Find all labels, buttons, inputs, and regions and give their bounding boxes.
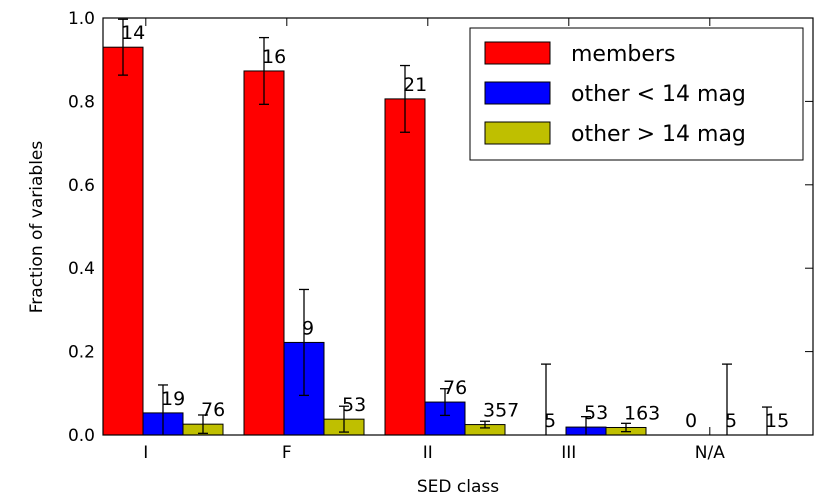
error-bar [400,64,410,133]
value-label: 9 [302,317,314,339]
value-label: 16 [262,46,286,68]
x-tick-label: F [282,443,292,463]
y-tick-label: 0.2 [68,343,95,363]
value-label: 53 [584,402,608,424]
error-bar [541,363,551,435]
error-bar [762,406,772,435]
value-label: 53 [342,394,366,416]
y-axis-label: Fraction of variables [27,141,47,314]
legend-swatch [484,41,551,65]
error-bar [581,416,591,435]
error-bar [339,405,349,433]
error-bar [259,36,269,105]
legend-swatch [484,81,551,105]
error-bar [440,388,450,417]
y-tick-label: 0.8 [68,92,95,112]
value-label: 5 [725,410,737,432]
x-tick-label: I [143,443,148,463]
legend-label: other > 14 mag [571,122,746,147]
plot-frame [102,17,814,436]
x-tick-label: III [561,443,576,463]
value-label: 0 [685,410,697,432]
value-label: 15 [765,410,789,432]
value-label: 76 [443,377,467,399]
value-label: 14 [121,22,145,44]
error-bar [722,363,732,435]
value-label: 76 [201,399,225,421]
legend-label: other < 14 mag [571,82,746,107]
value-label: 357 [483,400,519,422]
value-label: 19 [161,388,185,410]
error-bar [118,18,128,76]
error-bar [158,384,168,435]
x-tick-label: II [423,443,433,463]
error-bar [621,422,631,433]
legend-swatch [484,121,551,145]
value-label: 21 [403,74,427,96]
y-tick-label: 0.6 [68,176,95,196]
y-tick-label: 1.0 [68,9,95,29]
error-bar [198,414,208,434]
value-label: 163 [624,402,660,424]
bar [384,98,426,436]
value-label: 5 [544,410,556,432]
bar [102,46,144,436]
error-bar [480,420,490,429]
bar [243,70,285,436]
x-tick-label: N/A [695,443,725,463]
legend-label: members [571,42,675,67]
y-tick-label: 0.0 [68,426,95,446]
error-bar [299,288,309,397]
x-axis-label: SED class [417,477,499,497]
y-tick-label: 0.4 [68,259,95,279]
